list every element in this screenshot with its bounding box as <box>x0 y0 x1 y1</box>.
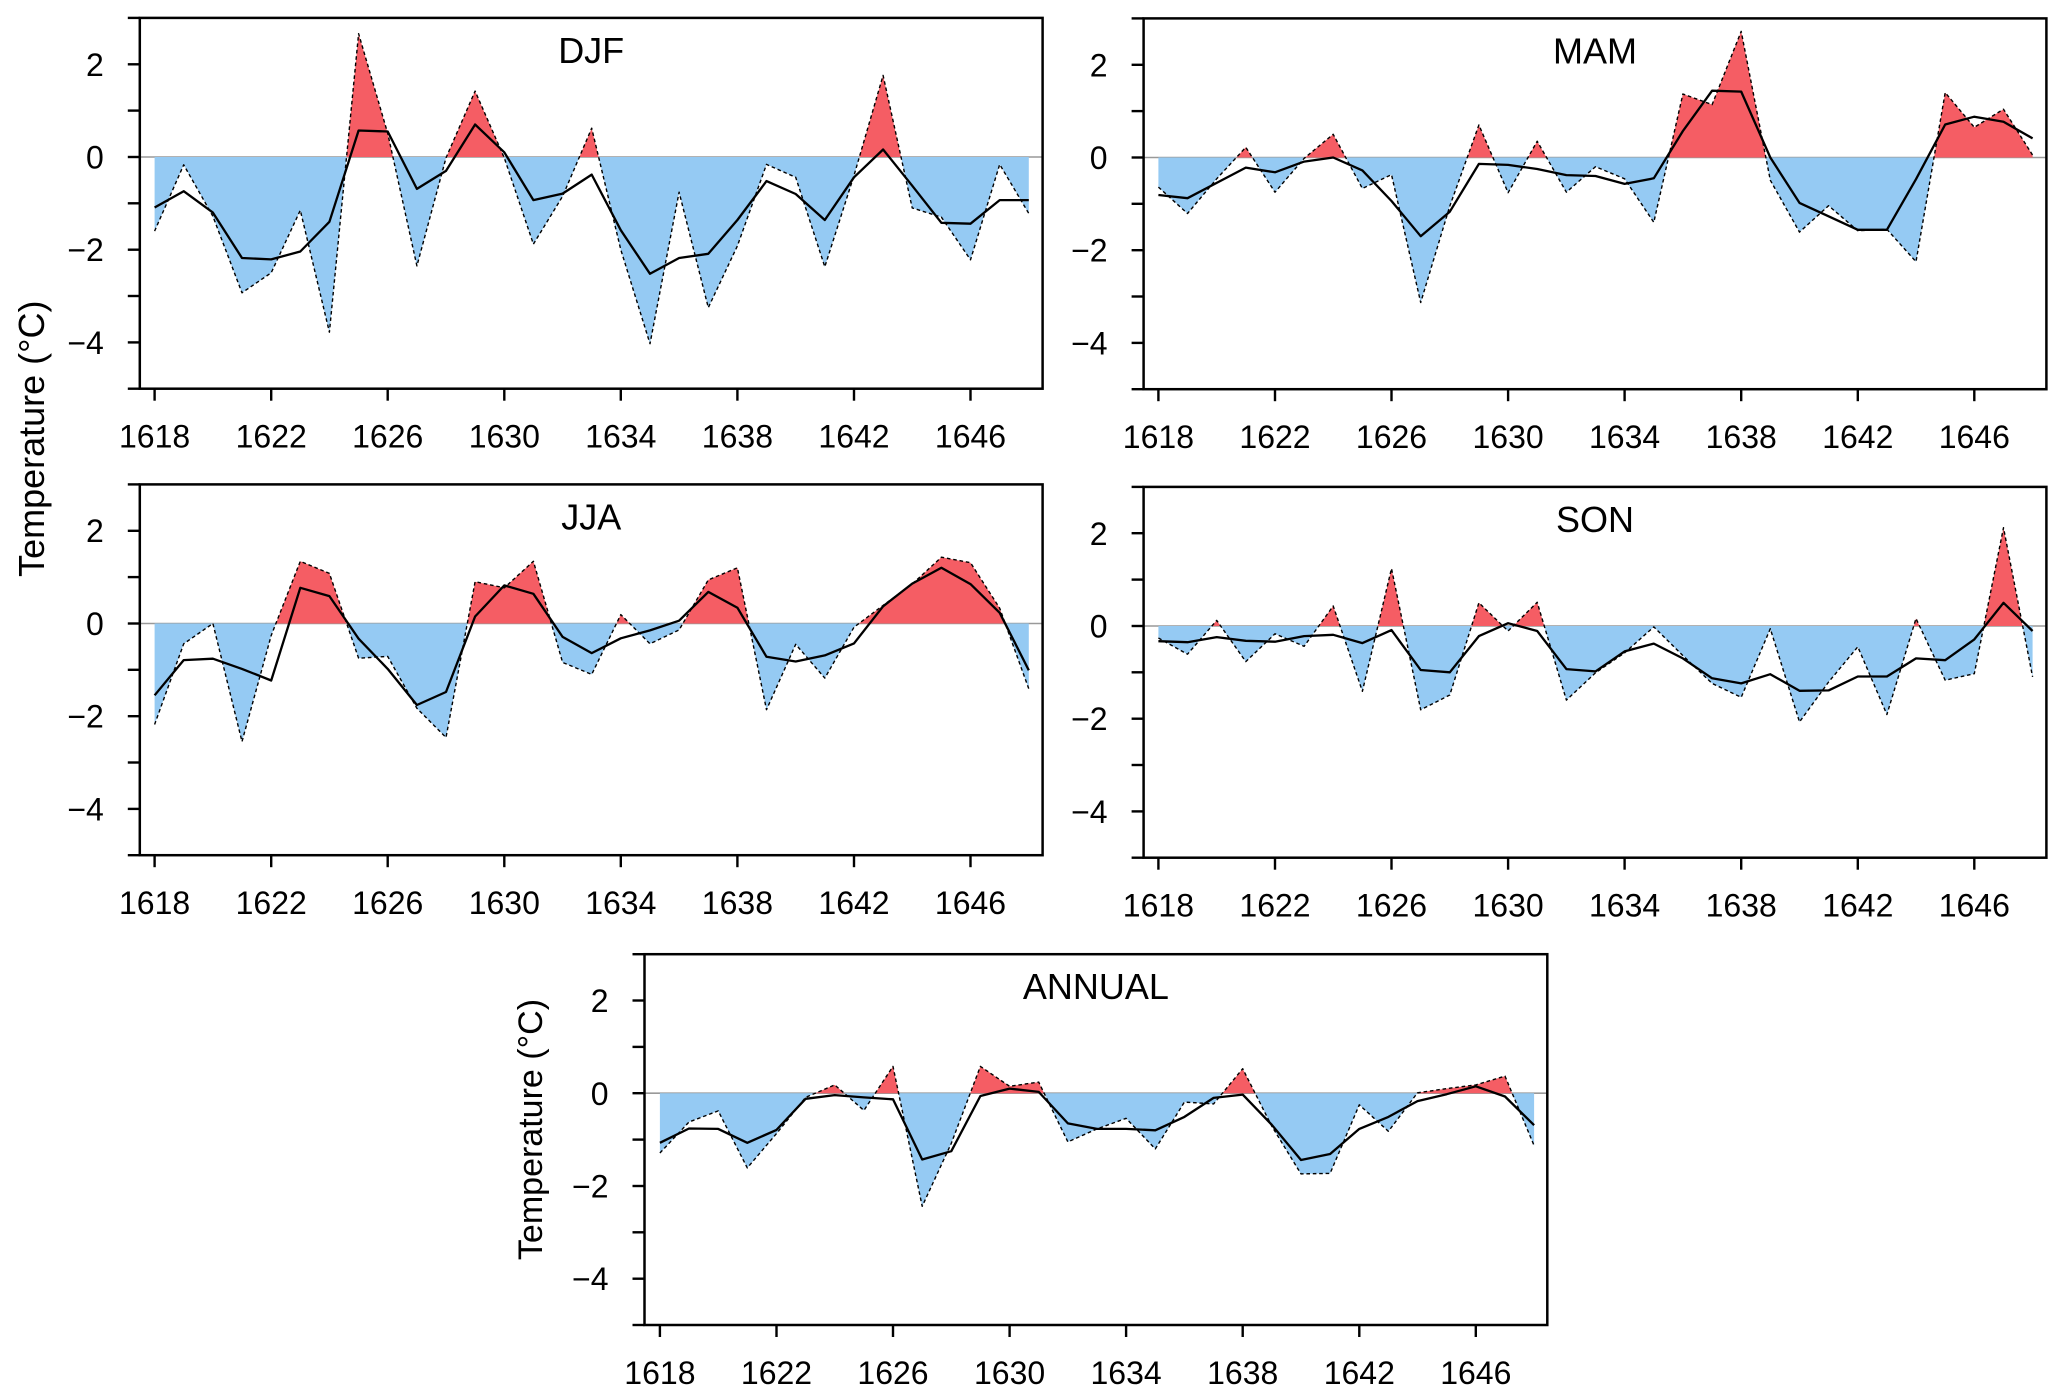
svg-text:−2: −2 <box>572 1169 608 1205</box>
svg-text:1618: 1618 <box>119 885 190 921</box>
svg-text:1642: 1642 <box>1822 419 1893 455</box>
svg-text:0: 0 <box>86 140 104 176</box>
svg-text:JJA: JJA <box>561 496 621 537</box>
svg-text:−4: −4 <box>67 791 103 827</box>
svg-text:1638: 1638 <box>702 419 773 455</box>
svg-text:1618: 1618 <box>1123 888 1194 924</box>
svg-text:1634: 1634 <box>1091 1355 1162 1391</box>
svg-text:2: 2 <box>86 513 104 549</box>
svg-text:1622: 1622 <box>741 1355 812 1391</box>
svg-text:1626: 1626 <box>352 885 423 921</box>
svg-text:2: 2 <box>86 47 104 83</box>
svg-text:1634: 1634 <box>585 885 656 921</box>
svg-text:1638: 1638 <box>1207 1355 1278 1391</box>
svg-text:1638: 1638 <box>1706 419 1777 455</box>
svg-text:1646: 1646 <box>1440 1355 1511 1391</box>
svg-text:1630: 1630 <box>469 419 540 455</box>
svg-text:1618: 1618 <box>119 419 190 455</box>
svg-text:1618: 1618 <box>1123 419 1194 455</box>
svg-text:1626: 1626 <box>352 419 423 455</box>
svg-text:−2: −2 <box>1071 701 1107 737</box>
svg-text:1626: 1626 <box>1356 419 1427 455</box>
svg-text:0: 0 <box>1090 609 1108 645</box>
svg-text:−4: −4 <box>572 1261 608 1297</box>
svg-text:1626: 1626 <box>1356 888 1427 924</box>
svg-text:2: 2 <box>1090 516 1108 552</box>
svg-text:MAM: MAM <box>1553 30 1637 71</box>
svg-text:1646: 1646 <box>1939 419 2010 455</box>
svg-text:2: 2 <box>591 983 609 1019</box>
svg-text:1642: 1642 <box>818 885 889 921</box>
svg-text:2: 2 <box>1090 47 1108 83</box>
svg-text:0: 0 <box>86 606 104 642</box>
svg-text:−4: −4 <box>67 325 103 361</box>
svg-text:0: 0 <box>1090 140 1108 176</box>
svg-text:−4: −4 <box>1071 325 1107 361</box>
svg-text:1622: 1622 <box>1239 888 1310 924</box>
svg-text:1638: 1638 <box>702 885 773 921</box>
svg-text:1642: 1642 <box>1822 888 1893 924</box>
svg-text:Temperature (°C): Temperature (°C) <box>512 999 550 1260</box>
svg-text:1622: 1622 <box>1239 419 1310 455</box>
svg-text:1630: 1630 <box>1473 419 1544 455</box>
svg-text:−4: −4 <box>1071 794 1107 830</box>
svg-text:1646: 1646 <box>935 419 1006 455</box>
svg-text:1634: 1634 <box>585 419 656 455</box>
svg-text:1642: 1642 <box>818 419 889 455</box>
svg-text:1634: 1634 <box>1589 419 1660 455</box>
svg-text:1630: 1630 <box>469 885 540 921</box>
svg-text:1638: 1638 <box>1706 888 1777 924</box>
svg-text:DJF: DJF <box>558 30 624 71</box>
svg-text:Temperature (°C): Temperature (°C) <box>11 300 52 576</box>
svg-text:1634: 1634 <box>1589 888 1660 924</box>
svg-text:1630: 1630 <box>1473 888 1544 924</box>
svg-text:1618: 1618 <box>624 1355 695 1391</box>
svg-text:1626: 1626 <box>857 1355 928 1391</box>
svg-text:1622: 1622 <box>236 419 307 455</box>
svg-text:0: 0 <box>591 1076 609 1112</box>
svg-text:ANNUAL: ANNUAL <box>1023 966 1169 1007</box>
svg-text:SON: SON <box>1556 499 1634 540</box>
svg-text:−2: −2 <box>1071 233 1107 269</box>
svg-text:1630: 1630 <box>974 1355 1045 1391</box>
svg-text:1646: 1646 <box>1939 888 2010 924</box>
svg-text:1646: 1646 <box>935 885 1006 921</box>
svg-text:−2: −2 <box>67 232 103 268</box>
svg-text:1642: 1642 <box>1324 1355 1395 1391</box>
svg-text:−2: −2 <box>67 699 103 735</box>
svg-text:1622: 1622 <box>236 885 307 921</box>
